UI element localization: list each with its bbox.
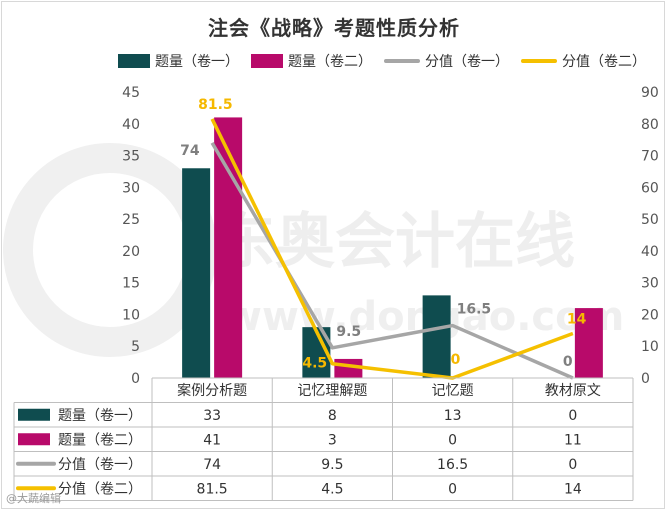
watermark-logo-ring xyxy=(3,143,217,357)
line-1-label-3: 0 xyxy=(563,354,573,370)
table-cell-0-1: 8 xyxy=(328,408,337,424)
table-cell-3-0: 81.5 xyxy=(197,481,228,497)
right-axis-tick: 10 xyxy=(641,339,659,355)
table-key-1 xyxy=(18,433,50,446)
line-2-label-3: 14 xyxy=(567,312,587,328)
table-cell-2-2: 16.5 xyxy=(437,457,468,473)
bar-2-3 xyxy=(574,308,603,378)
line-2 xyxy=(210,118,574,380)
legend-item-bar1: 题量（卷一） xyxy=(118,51,239,71)
chart-legend: 题量（卷一） 题量（卷二） 分值（卷一） 分值（卷二） xyxy=(118,50,646,72)
table-cell-3-2: 0 xyxy=(448,481,457,497)
line-2-label-0: 81.5 xyxy=(198,97,233,113)
category-label-2: 记忆题 xyxy=(432,383,474,399)
table-row-name-1: 题量（卷二） xyxy=(58,432,142,448)
table-cell-3-3: 14 xyxy=(564,481,582,497)
table-cell-2-3: 0 xyxy=(568,457,577,473)
table-cell-0-0: 33 xyxy=(203,408,221,424)
legend-swatch-line2 xyxy=(521,59,557,63)
line-1-label-0: 74 xyxy=(180,143,200,159)
left-axis-tick: 20 xyxy=(122,244,140,260)
legend-item-bar2: 题量（卷二） xyxy=(251,51,372,71)
right-axis-tick: 70 xyxy=(641,149,659,165)
line-1-label-1: 9.5 xyxy=(336,324,361,340)
legend-swatch-bar2 xyxy=(251,54,283,68)
table-cell-1-0: 41 xyxy=(203,432,221,448)
legend-label-line1: 分值（卷一） xyxy=(425,54,509,70)
legend-label-bar2: 题量（卷二） xyxy=(288,54,372,70)
right-axis-tick: 90 xyxy=(641,85,659,101)
left-axis-tick: 40 xyxy=(122,117,140,133)
table-cell-2-0: 74 xyxy=(203,457,221,473)
right-axis-tick: 20 xyxy=(641,307,659,323)
watermark-text: 东奥会计在线 xyxy=(215,207,575,277)
table-cell-2-1: 9.5 xyxy=(321,457,343,473)
right-axis-tick: 40 xyxy=(641,244,659,260)
table-cell-1-2: 0 xyxy=(448,432,457,448)
right-axis-tick: 50 xyxy=(641,212,659,228)
corner-watermark: @大蔬编辑 xyxy=(6,492,61,505)
table-cell-1-3: 11 xyxy=(564,432,582,448)
table-row-name-0: 题量（卷一） xyxy=(58,408,142,424)
line-2-label-1: 4.5 xyxy=(302,356,327,372)
legend-item-line1: 分值（卷一） xyxy=(384,51,509,71)
bar-1-0 xyxy=(182,168,211,378)
table-cell-0-2: 13 xyxy=(444,408,462,424)
table-cell-0-3: 0 xyxy=(568,408,577,424)
left-axis-tick: 30 xyxy=(122,180,140,196)
line-1-label-2: 16.5 xyxy=(457,302,492,318)
left-axis-tick: 15 xyxy=(122,276,140,292)
table-row-name-2: 分值（卷一） xyxy=(58,457,142,473)
legend-label-line2: 分值（卷二） xyxy=(562,54,646,70)
bar-1-2 xyxy=(422,295,451,378)
legend-swatch-bar1 xyxy=(118,54,150,68)
legend-swatch-line1 xyxy=(384,59,420,63)
category-label-1: 记忆理解题 xyxy=(297,383,367,399)
left-axis-tick: 5 xyxy=(131,339,140,355)
chart-title: 注会《战略》考题性质分析 xyxy=(208,16,460,40)
right-axis-tick: 60 xyxy=(641,180,659,196)
table-row-name-3: 分值（卷二） xyxy=(58,481,142,497)
line-1 xyxy=(210,141,574,380)
left-axis-tick: 0 xyxy=(131,371,140,387)
left-axis-tick: 25 xyxy=(122,212,140,228)
left-axis-tick: 10 xyxy=(122,307,140,323)
bar-2-0 xyxy=(214,117,243,378)
table-key-0 xyxy=(18,408,50,421)
table-cell-3-1: 4.5 xyxy=(321,481,343,497)
right-axis-tick: 0 xyxy=(641,371,650,387)
right-axis-tick: 80 xyxy=(641,117,659,133)
legend-label-bar1: 题量（卷一） xyxy=(155,54,239,70)
legend-item-line2: 分值（卷二） xyxy=(521,51,646,71)
left-axis-tick: 45 xyxy=(122,85,140,101)
category-label-0: 案例分析题 xyxy=(177,382,247,399)
line-2-label-2: 0 xyxy=(451,352,461,368)
left-axis-tick: 35 xyxy=(122,149,140,165)
table-cell-1-1: 3 xyxy=(328,432,337,448)
category-label-3: 教材原文 xyxy=(545,383,601,399)
right-axis-tick: 30 xyxy=(641,276,659,292)
